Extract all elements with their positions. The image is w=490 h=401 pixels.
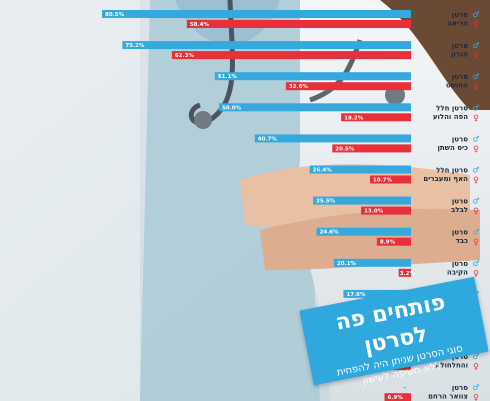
male-symbol: ♂ bbox=[472, 166, 479, 175]
bar-value-label: 50.0% bbox=[222, 105, 242, 111]
bar-value-label: 40.7% bbox=[258, 136, 278, 142]
bar-value-label: 10.7% bbox=[373, 178, 393, 184]
category-label: סרטן bbox=[452, 135, 468, 143]
category-label: כיס השתן bbox=[437, 144, 468, 152]
female-symbol: ♀ bbox=[473, 207, 479, 216]
male-bar bbox=[333, 258, 411, 267]
male-symbol: ♂ bbox=[472, 41, 479, 50]
category-label: החושט bbox=[446, 82, 468, 90]
female-bar bbox=[332, 144, 411, 153]
female-symbol: ♀ bbox=[473, 176, 479, 185]
female-bar bbox=[376, 237, 411, 246]
female-symbol: ♀ bbox=[473, 144, 479, 153]
female-bar bbox=[285, 82, 411, 91]
category-label: סרטן bbox=[452, 260, 468, 268]
female-symbol: ♀ bbox=[473, 393, 479, 401]
category-label: סרטן bbox=[452, 229, 468, 237]
male-bar bbox=[102, 10, 411, 18]
category-label: הריאה bbox=[447, 20, 468, 28]
female-bar bbox=[186, 20, 411, 28]
male-bar bbox=[313, 196, 411, 205]
bar-value-label: 20.5% bbox=[335, 146, 355, 152]
category-label: הקיבה bbox=[447, 268, 468, 276]
bar-value-label: 25.5% bbox=[316, 199, 336, 205]
category-label: סרטן bbox=[452, 11, 468, 19]
male-symbol: ♂ bbox=[472, 134, 479, 143]
male-symbol: ♂ bbox=[472, 259, 479, 268]
category-label: סרטן חלל bbox=[436, 104, 468, 112]
bar-value-label: 24.6% bbox=[320, 230, 340, 236]
category-label: לבלב bbox=[451, 206, 468, 214]
male-symbol: ♂ bbox=[472, 197, 479, 206]
male-bar bbox=[309, 165, 411, 174]
male-bar bbox=[214, 72, 411, 81]
bar-value-label: 13.0% bbox=[364, 209, 384, 215]
male-bar bbox=[316, 227, 411, 236]
category-label: האף ומעברים bbox=[423, 175, 468, 183]
category-label: צוואר הרחם bbox=[428, 393, 468, 401]
female-symbol: ♀ bbox=[473, 82, 479, 91]
female-bar bbox=[369, 175, 411, 184]
category-label: הפה והלוע bbox=[433, 113, 468, 121]
bar-value-label: 6.9% bbox=[388, 395, 404, 401]
female-symbol: ♀ bbox=[473, 20, 479, 29]
female-symbol: ♀ bbox=[473, 51, 479, 60]
male-bar bbox=[122, 41, 411, 50]
male-symbol: ♂ bbox=[472, 10, 479, 19]
male-bar bbox=[219, 103, 411, 112]
bar-value-label: 17.6% bbox=[346, 292, 366, 298]
male-symbol: ♂ bbox=[472, 72, 479, 81]
bar-value-label: 8.9% bbox=[380, 240, 396, 246]
bar-value-label: 80.5% bbox=[105, 12, 125, 18]
female-symbol: ♀ bbox=[473, 113, 479, 122]
bar-value-label: 18.2% bbox=[344, 115, 364, 121]
male-symbol: ♂ bbox=[472, 352, 479, 361]
bar-value-label: 3.2% bbox=[400, 271, 416, 277]
female-bar bbox=[384, 393, 411, 401]
bar-value-label: 32.6% bbox=[289, 84, 309, 90]
category-label: סרטן bbox=[452, 42, 468, 50]
bar-value-label: 20.1% bbox=[337, 261, 357, 267]
male-symbol: ♂ bbox=[472, 228, 479, 237]
bar-value-label: 58.4% bbox=[190, 22, 210, 28]
bar-value-label: 26.4% bbox=[313, 168, 333, 174]
female-symbol: ♀ bbox=[473, 238, 479, 247]
category-label: סרטן חלל bbox=[436, 167, 468, 175]
female-bar bbox=[398, 268, 411, 277]
bar-value-label: 62.3% bbox=[175, 53, 195, 59]
bar-value-label: 51.1% bbox=[218, 74, 238, 80]
bar-value-label: 75.2% bbox=[125, 43, 145, 49]
male-bar bbox=[254, 134, 411, 143]
female-bar bbox=[361, 206, 411, 215]
male-symbol: ♂ bbox=[472, 103, 479, 112]
category-label: סרטן bbox=[452, 384, 468, 392]
female-symbol: ♀ bbox=[473, 269, 479, 278]
female-bar bbox=[171, 51, 411, 60]
category-label: והחלחולת bbox=[436, 362, 468, 370]
category-label: הגרון bbox=[451, 51, 468, 59]
category-label: כבד bbox=[456, 237, 468, 245]
male-bar bbox=[343, 289, 411, 298]
missing-value-label: - bbox=[403, 384, 406, 392]
male-symbol: ♂ bbox=[472, 383, 479, 392]
female-bar bbox=[341, 113, 411, 122]
category-label: סרטן bbox=[452, 73, 468, 81]
female-symbol: ♀ bbox=[473, 362, 479, 371]
category-label: סרטן bbox=[452, 198, 468, 206]
